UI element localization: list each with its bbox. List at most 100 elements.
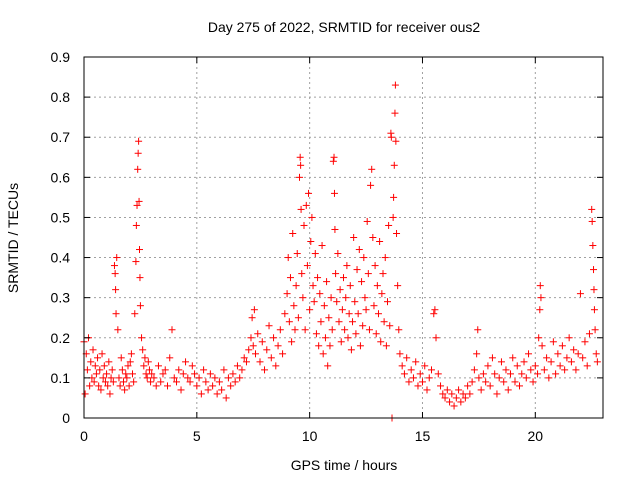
data-point [307, 238, 315, 246]
data-point [346, 282, 354, 290]
data-point [391, 81, 399, 89]
data-point [218, 386, 226, 394]
data-point [321, 334, 329, 342]
data-point [337, 338, 345, 346]
data-point [386, 322, 394, 330]
x-tick-labels: 0 5 10 15 20 [80, 428, 543, 444]
data-point [95, 382, 103, 390]
data-point [398, 362, 406, 370]
data-point [134, 165, 142, 173]
data-point [224, 374, 232, 382]
data-point [123, 374, 131, 382]
data-point [138, 334, 146, 342]
data-point [122, 370, 130, 378]
data-point [288, 338, 296, 346]
data-point [186, 378, 194, 386]
data-point [405, 378, 413, 386]
y-tick-label: 0.9 [51, 49, 71, 65]
data-point [227, 382, 235, 390]
data-point [583, 362, 591, 370]
data-point [145, 366, 153, 374]
data-point [249, 342, 257, 350]
data-point [182, 358, 190, 366]
data-point [220, 366, 228, 374]
data-point [556, 362, 564, 370]
y-tick-label: 0.4 [51, 250, 71, 266]
data-point [113, 254, 121, 262]
data-point [437, 382, 445, 390]
data-point [254, 330, 262, 338]
data-point [99, 374, 107, 382]
data-point [319, 350, 327, 358]
data-point [390, 193, 398, 201]
data-point [124, 362, 132, 370]
data-point [591, 326, 599, 334]
data-point [250, 306, 258, 314]
data-point [251, 350, 259, 358]
data-point [168, 326, 176, 334]
data-point [558, 342, 566, 350]
data-point [184, 374, 192, 382]
data-point [195, 374, 203, 382]
data-point [525, 350, 533, 358]
data-point [392, 137, 400, 145]
data-point [222, 394, 230, 402]
data-point [130, 378, 138, 386]
data-point [364, 270, 372, 278]
data-point [513, 362, 521, 370]
data-point [295, 173, 303, 181]
data-point [256, 358, 264, 366]
data-point [355, 246, 363, 254]
data-point [370, 302, 378, 310]
data-point [459, 390, 467, 398]
data-point [527, 366, 535, 374]
data-point [477, 386, 485, 394]
data-point [432, 334, 440, 342]
data-point [297, 205, 305, 213]
y-tick-label: 0.5 [51, 209, 71, 225]
data-point [326, 342, 334, 350]
data-point [191, 370, 199, 378]
data-point [416, 370, 424, 378]
data-point [163, 382, 171, 390]
plot-frame [83, 56, 604, 419]
data-point [136, 246, 144, 254]
data-point [414, 382, 422, 390]
data-point [470, 366, 478, 374]
data-points [80, 81, 601, 422]
data-point [543, 354, 551, 362]
data-point [589, 242, 597, 250]
y-tick-label: 0 [62, 410, 70, 426]
data-point [157, 378, 165, 386]
data-point [382, 342, 390, 350]
data-point [488, 354, 496, 362]
data-point [134, 149, 142, 157]
data-point [175, 366, 183, 374]
data-point [96, 366, 104, 374]
data-point [373, 282, 381, 290]
data-point [150, 374, 158, 382]
data-point [129, 370, 137, 378]
data-point [98, 350, 106, 358]
data-point [296, 153, 304, 161]
y-tick-label: 0.6 [51, 169, 71, 185]
data-point [588, 217, 596, 225]
data-point [209, 382, 217, 390]
x-tick-label: 0 [80, 428, 88, 444]
data-point [590, 286, 598, 294]
data-point [211, 374, 219, 382]
data-point [140, 362, 148, 370]
data-point [115, 374, 123, 382]
data-point [89, 346, 97, 354]
data-point [356, 342, 364, 350]
data-point [141, 354, 149, 362]
x-tick-label: 20 [528, 428, 544, 444]
data-point [121, 386, 129, 394]
data-point [270, 334, 278, 342]
data-point [274, 342, 282, 350]
data-point [468, 378, 476, 386]
data-point [552, 370, 560, 378]
data-point [276, 326, 284, 334]
data-point [391, 109, 399, 117]
data-point [367, 181, 375, 189]
